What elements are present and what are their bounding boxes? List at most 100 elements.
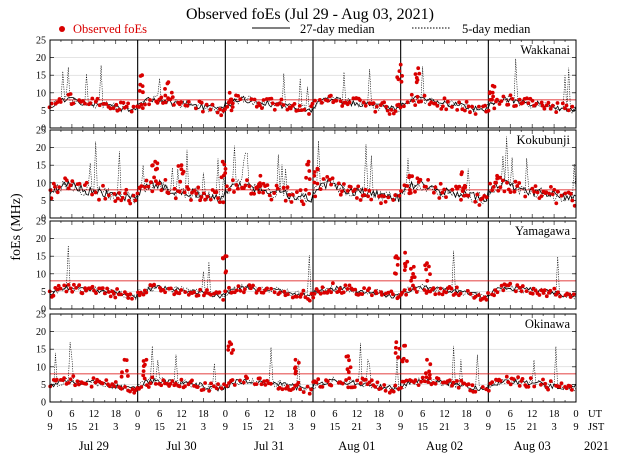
observed-point [466,289,470,293]
observed-point [524,289,529,293]
observed-point [270,101,275,106]
observed-point [133,198,138,203]
observed-point [449,286,454,291]
observed-point [554,110,559,114]
y-tick-label: 0 [41,305,46,316]
observed-point [135,191,140,196]
observed-point [116,196,120,201]
observed-point [195,385,200,389]
observed-point [520,377,525,381]
observed-point [146,385,151,389]
observed-point [422,93,427,98]
observed-point [528,376,533,380]
observed-point [290,192,295,197]
observed-point [71,101,76,106]
observed-point [155,101,160,105]
observed-point [547,191,551,196]
x-axis: 0 9 6 15 12 21 18 3 Jul 29 0 9 6 15 12 21 18 3 Jul 30 0 9 6 1… [47,409,609,453]
observed-point [112,291,116,296]
observed-point [296,360,301,365]
observed-point [356,184,361,189]
observed-point [159,95,164,100]
panel-frame [49,313,577,403]
y-tick-label: 25 [36,217,46,228]
jst-hour-label: 9 [573,422,578,433]
observed-point [473,112,478,116]
observed-point [177,384,182,389]
observed-point [440,292,445,297]
observed-point [379,386,383,391]
observed-point [218,107,222,112]
y-tick-label: 0 [41,214,46,225]
observed-point [179,163,184,168]
observed-point [511,377,516,381]
observed-point [208,107,213,112]
y-tick-label: 20 [36,143,46,154]
observed-point [347,100,352,105]
observed-point [307,191,311,196]
ut-hour-label: 0 [47,409,52,420]
observed-point [112,192,117,196]
ut-hour-label: 18 [198,409,209,420]
date-label: Aug 03 [514,439,551,453]
observed-point [125,368,129,373]
observed-point [114,102,119,107]
observed-point [117,107,122,112]
observed-point [348,185,353,189]
y-tick-label: 5 [41,106,46,117]
observed-point [177,291,182,296]
panel-wakkanai: 0 5 10 15 20 25 Wakkanai [36,36,577,135]
observed-point [141,364,146,368]
observed-point [70,289,75,294]
observed-point [492,293,496,298]
observed-point [202,191,206,196]
observed-point [91,376,96,380]
observed-point [417,71,422,76]
observed-point [395,263,400,267]
ut-hour-label: 18 [461,409,472,420]
observed-point [413,72,418,76]
observed-point [414,75,419,80]
observed-point [491,185,496,189]
observed-point [232,190,236,194]
observed-point [316,289,321,294]
observed-point [362,286,366,290]
observed-point [403,250,407,255]
observed-point [340,381,345,386]
observed-point [291,386,295,391]
observed-point [568,191,573,196]
observed-point [386,195,391,200]
observed-point [342,182,346,186]
observed-point [570,388,574,392]
observed-point [490,83,495,88]
ut-hour-label: 18 [549,409,560,420]
observed-point [490,188,495,193]
observed-point [182,190,187,195]
observed-point [258,103,262,108]
observed-point [312,180,317,185]
observed-point [139,184,144,189]
observed-point [402,288,407,292]
observed-point [542,288,547,293]
observed-point [413,378,418,383]
observed-point [344,378,348,382]
observed-point [501,178,505,183]
observed-point [363,377,368,382]
observed-point [542,106,547,111]
observed-point [521,100,525,105]
observed-point [404,292,408,297]
observed-point [424,375,429,379]
observed-point [385,108,390,113]
date-label: Aug 02 [426,439,463,453]
observed-point [530,98,535,103]
observed-point [550,103,555,108]
observed-point [269,197,274,202]
observed-point [400,358,404,363]
observed-point [261,98,266,102]
observed-point [90,96,95,101]
observed-point [506,380,511,384]
observed-point [568,295,573,299]
y-tick-label: 25 [36,36,46,47]
observed-point [183,290,188,294]
jst-hour-label: 15 [242,422,253,433]
